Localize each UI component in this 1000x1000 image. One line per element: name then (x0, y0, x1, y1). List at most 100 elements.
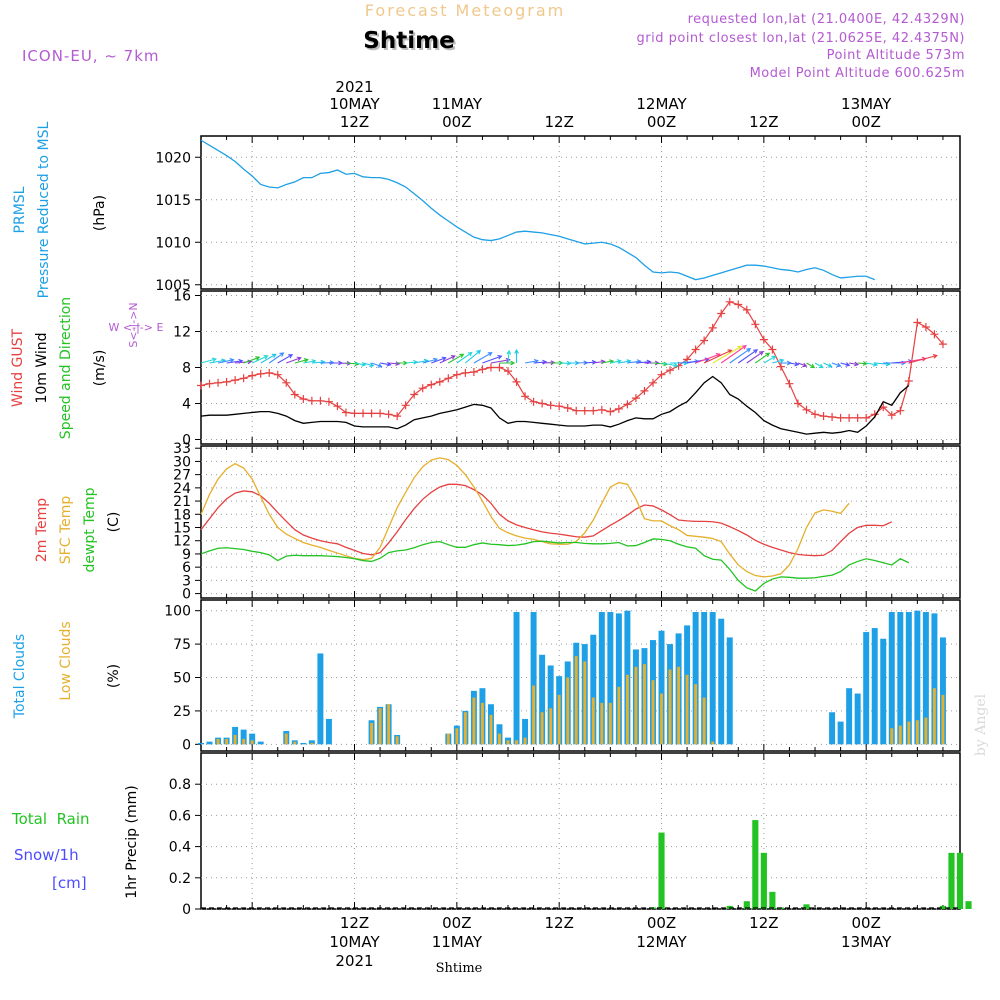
wind-direction-arrow (217, 358, 235, 364)
low-cloud-bar (702, 697, 706, 745)
wind-gust-line (200, 301, 944, 419)
model-label: ICON-EU, ~ 7km (22, 47, 160, 65)
total-cloud-bar (863, 632, 870, 745)
rain-bar (939, 905, 947, 909)
y-tick-label: 1020 (155, 150, 191, 166)
panel-0: 1005 1010 1015 1020 (155, 135, 961, 294)
low-cloud-bar (523, 737, 527, 745)
wind-speed-line (200, 375, 910, 435)
panel-frame (200, 290, 961, 445)
low-cloud-bar (924, 717, 928, 745)
total-cloud-bar (607, 612, 614, 745)
wind-direction-arrow (720, 345, 747, 364)
wind-gust-marker (504, 367, 513, 376)
low-cloud-bar (941, 694, 945, 745)
y-tick-label: 0.2 (169, 871, 191, 887)
wind-gust-marker (853, 413, 862, 422)
wind-compass-ns: S<-|->N (127, 302, 140, 347)
wind-direction-arrow (823, 362, 833, 368)
bottom-axis-date: 12MAY (636, 933, 687, 951)
top-axis-hour: 00Z (647, 113, 676, 131)
total-cloud-bar (300, 742, 307, 745)
wind-direction-arrow (703, 349, 733, 364)
y-tick-label: 25 (173, 704, 191, 720)
wind-direction-arrow (465, 349, 482, 364)
y-tick-label: 1005 (155, 278, 191, 294)
low-cloud-bar (233, 734, 237, 745)
total-cloud-bar (530, 612, 537, 745)
low-cloud-bar (574, 656, 578, 745)
forecast-subtitle: Forecast Meteogram (365, 1, 565, 20)
wind-gust-marker (666, 366, 675, 375)
bottom-axis-hour: 12Z (340, 914, 369, 932)
wind-direction-arrow (362, 362, 375, 368)
low-cloud-bar (617, 686, 621, 745)
wind-gust-marker (742, 305, 751, 314)
low-cloud-bar (378, 708, 382, 745)
y-tick-label: 0 (182, 433, 191, 449)
y-tick-label: 21 (173, 494, 191, 510)
wind-direction-arrow (789, 361, 800, 367)
y-tick-label: 75 (173, 637, 191, 653)
rain-bar (760, 852, 767, 909)
y-tick-label: 4 (182, 397, 191, 413)
total-cloud-bar (701, 612, 708, 745)
top-axis-hour: 12Z (749, 113, 778, 131)
wind-gust-marker (307, 396, 316, 405)
total-cloud-bar (590, 634, 597, 745)
wind-gust-marker (606, 407, 615, 416)
panel-frame (200, 135, 961, 290)
temp-label-dewpt: dewpt Temp (82, 487, 98, 572)
wind-direction-arrow (482, 354, 503, 364)
low-cloud-bar (660, 693, 663, 745)
wind-gust-marker (614, 404, 623, 413)
wind-gust-marker (478, 365, 487, 374)
total-cloud-bar (547, 665, 554, 745)
wind-gust-marker (205, 379, 214, 388)
low-cloud-bar (557, 694, 561, 745)
bottom-axis-hour: 00Z (647, 914, 676, 932)
low-cloud-bar (489, 714, 493, 745)
low-cloud-bar (591, 697, 595, 745)
wind-gust-marker (324, 397, 333, 406)
y-tick-label: 33 (173, 441, 191, 457)
wind-gust-marker (793, 399, 802, 408)
total-cloud-bar (837, 721, 844, 745)
wind-gust-marker (282, 378, 291, 387)
wind-gust-marker (367, 409, 376, 418)
wind-gust-marker (836, 413, 845, 422)
low-cloud-bar (284, 733, 288, 745)
prmsl-line (200, 139, 875, 281)
total-cloud-bar (931, 613, 938, 745)
bottom-axis-date: 10MAY (329, 933, 380, 951)
wind-direction-arrow (514, 348, 519, 363)
wind-gust-marker (231, 376, 240, 385)
wind-gust-marker (759, 335, 768, 344)
bottom-axis-hour: 00Z (442, 914, 471, 932)
total-cloud-bar (871, 628, 878, 745)
wind-direction-arrow (506, 349, 512, 364)
low-cloud-bar (549, 708, 553, 745)
low-cloud-bar (293, 741, 297, 745)
top-axis-date: 12MAY (636, 95, 687, 113)
wind-gust-marker (222, 377, 231, 386)
top-axis-hour: 00Z (442, 113, 471, 131)
wind-direction-arrow (797, 362, 808, 368)
wind-gust-marker (341, 408, 350, 417)
total-cloud-bar (718, 618, 725, 745)
low-cloud-bar (370, 722, 374, 745)
wind-direction-arrow (763, 355, 777, 364)
wind-direction-arrow (849, 361, 860, 367)
total-cloud-bar (513, 612, 520, 745)
wind-direction-arrow (294, 358, 309, 364)
wind-direction-arrow (610, 359, 622, 364)
plot-layer: 1005101010151020048121603691215182124273… (155, 78, 972, 970)
low-cloud-bar (242, 738, 246, 745)
wind-direction-arrow (755, 352, 771, 364)
wind-gust-marker (700, 336, 709, 345)
wind-label-gust: Wind GUST (10, 328, 26, 407)
wind-direction-arrow (260, 353, 277, 364)
wind-direction-arrow (422, 357, 438, 364)
wind-gust-marker (359, 409, 368, 418)
y-tick-label: 18 (173, 507, 191, 523)
